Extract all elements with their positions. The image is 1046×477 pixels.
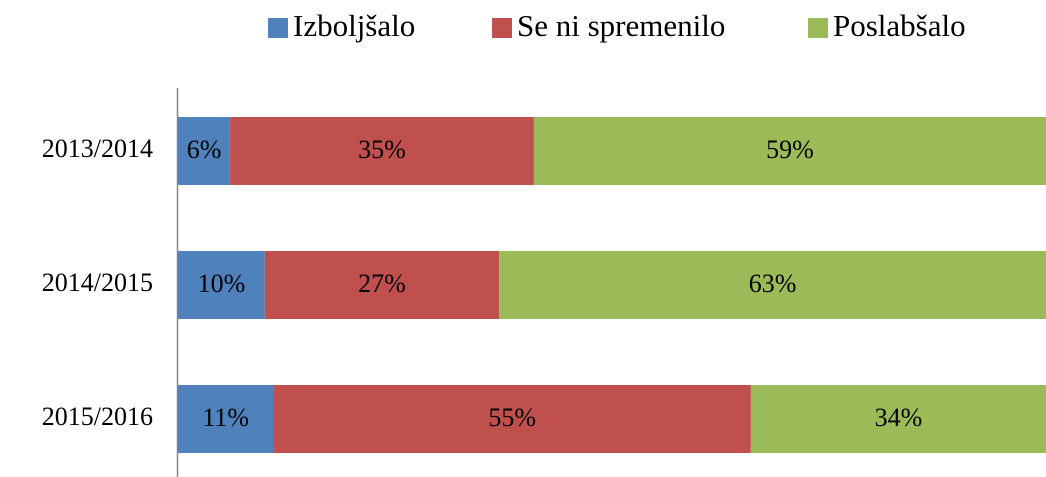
legend-swatch [492, 18, 512, 38]
value-label: 27% [358, 269, 406, 298]
bar-segment [273, 385, 751, 453]
bar-segment [178, 117, 231, 185]
bar-segment [178, 251, 265, 319]
bar-segment [750, 385, 1046, 453]
value-label: 11% [202, 403, 249, 432]
value-label: 35% [358, 135, 406, 164]
bar-segment [230, 117, 534, 185]
legend-label: Poslabšalo [833, 8, 966, 43]
bar-segment [178, 385, 274, 453]
value-label: 55% [488, 403, 536, 432]
legend-label: Se ni spremenilo [517, 8, 725, 43]
value-label: 59% [766, 135, 814, 164]
bar-segment [533, 117, 1046, 185]
value-label: 34% [875, 403, 923, 432]
value-label: 6% [187, 135, 222, 164]
legend-label: Izboljšalo [293, 8, 415, 43]
y-tick-label: 2015/2016 [42, 402, 153, 431]
bar-segment [264, 251, 500, 319]
bar-segment [499, 251, 1046, 319]
value-label: 10% [198, 269, 246, 298]
legend-swatch [268, 18, 288, 38]
y-tick-label: 2013/2014 [42, 134, 153, 163]
legend-swatch [808, 18, 828, 38]
value-label: 63% [749, 269, 797, 298]
y-tick-label: 2014/2015 [42, 268, 153, 297]
